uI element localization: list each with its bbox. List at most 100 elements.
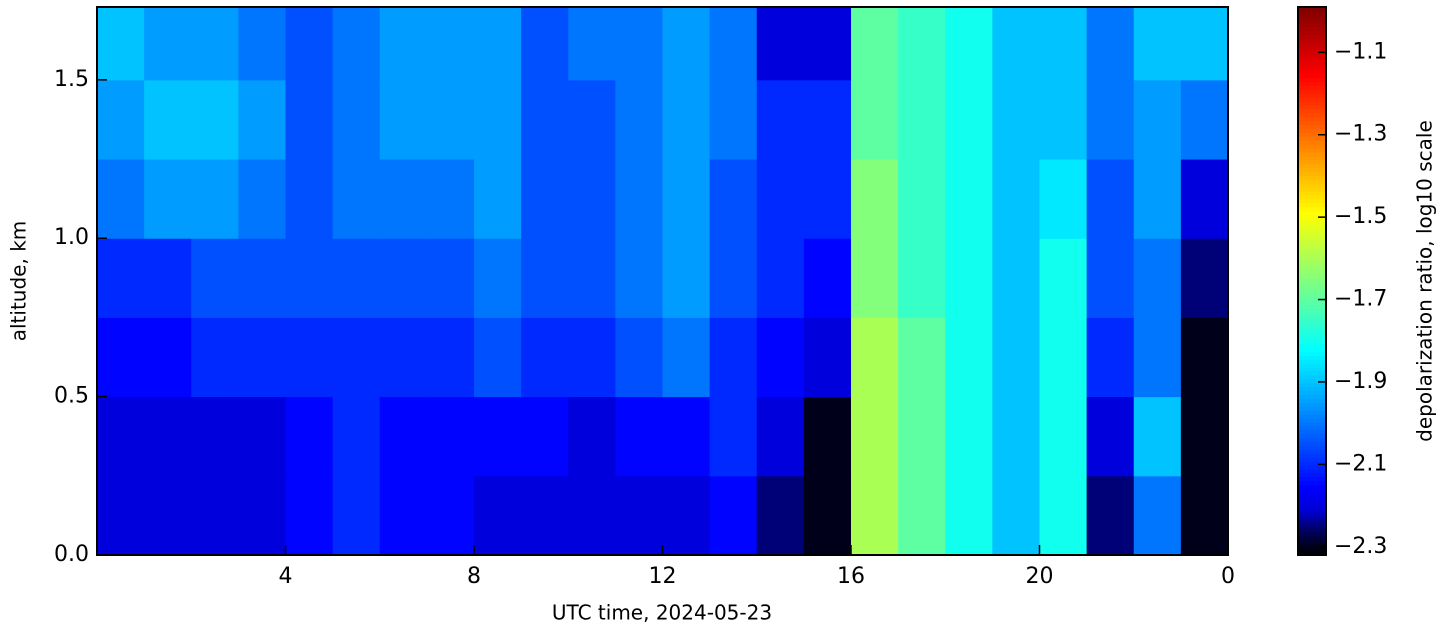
heatmap-cell	[1086, 7, 1135, 81]
heatmap-cell	[992, 7, 1040, 81]
colorbar-segment	[1298, 371, 1326, 376]
heatmap-cell	[945, 475, 993, 556]
colorbar-segment	[1298, 261, 1326, 266]
heatmap-cell	[851, 7, 899, 81]
heatmap-cell	[662, 7, 711, 81]
colorbar-segment	[1298, 339, 1326, 345]
heatmap-cell	[379, 238, 428, 318]
heatmap-cell	[945, 396, 993, 477]
colorbar-tick-label: −1.5	[1334, 204, 1387, 229]
heatmap-cell	[615, 317, 663, 398]
heatmap-cell	[191, 7, 239, 81]
colorbar-segment	[1298, 7, 1326, 12]
colorbar-segment	[1298, 167, 1326, 172]
colorbar-segment	[1298, 441, 1326, 446]
heatmap-cell	[1133, 475, 1182, 556]
colorbar-segment	[1298, 120, 1326, 126]
heatmap-cell	[945, 238, 993, 318]
colorbar-segment	[1298, 57, 1326, 63]
colorbar-segment	[1298, 504, 1326, 509]
heatmap-cell	[662, 475, 711, 556]
heatmap-cell	[709, 159, 758, 239]
heatmap-cell	[379, 159, 428, 239]
colorbar-segment	[1298, 335, 1326, 341]
heatmap-cell	[662, 238, 711, 318]
heatmap-cell	[568, 79, 616, 160]
heatmap-cell	[662, 396, 711, 477]
colorbar-segment	[1298, 300, 1326, 306]
colorbar-segment	[1298, 183, 1326, 188]
heatmap-cell	[898, 238, 946, 318]
colorbar-segment	[1298, 202, 1326, 208]
y-tick-label: 0.0	[54, 542, 89, 567]
heatmap-cell	[285, 396, 334, 477]
heatmap-cell	[568, 238, 616, 318]
x-tick-label: 8	[467, 564, 481, 589]
heatmap-cell	[851, 317, 899, 398]
colorbar-segment	[1298, 543, 1326, 548]
heatmap-cell	[521, 79, 569, 160]
heatmap-cell	[1039, 7, 1088, 81]
heatmap-cell	[1180, 396, 1229, 477]
colorbar-segment	[1298, 327, 1326, 333]
heatmap-cell	[521, 475, 569, 556]
colorbar-segment	[1298, 343, 1326, 349]
y-axis-label: altitude, km	[7, 221, 31, 342]
colorbar-segment	[1298, 281, 1326, 286]
colorbar-segment	[1298, 445, 1326, 450]
colorbar-segment	[1298, 132, 1326, 137]
colorbar-segment	[1298, 292, 1326, 298]
colorbar-segment	[1298, 277, 1326, 282]
colorbar-segment	[1298, 429, 1326, 435]
colorbar-segment	[1298, 457, 1326, 462]
colorbar-segment	[1298, 496, 1326, 501]
colorbar-segment	[1298, 398, 1326, 403]
heatmap-cell	[97, 475, 145, 556]
colorbar-frame	[1297, 6, 1327, 556]
heatmap-cell	[474, 238, 522, 318]
heatmap-cell	[756, 238, 805, 318]
colorbar-segment	[1298, 284, 1326, 290]
colorbar-segment	[1298, 351, 1326, 356]
heatmap-cell	[285, 79, 334, 160]
colorbar-segment	[1298, 464, 1326, 470]
colorbar-segment	[1298, 46, 1326, 51]
heatmap-cell	[898, 475, 946, 556]
heatmap-cell	[144, 79, 192, 160]
heatmap-cell	[615, 396, 663, 477]
heatmap-cell	[191, 159, 239, 239]
colorbar-segment	[1298, 320, 1326, 325]
heatmap-cell	[803, 79, 852, 160]
colorbar-segment	[1298, 234, 1326, 239]
colorbar-segment	[1298, 61, 1326, 67]
heatmap-cell	[332, 317, 381, 398]
colorbar-segment	[1298, 179, 1326, 184]
heatmap-cell	[285, 238, 334, 318]
heatmap-cell	[379, 7, 428, 81]
heatmap-cell	[238, 317, 286, 398]
colorbar-segment	[1298, 390, 1326, 396]
heatmap-cell	[426, 238, 475, 318]
colorbar-segment	[1298, 468, 1326, 474]
colorbar-segment	[1298, 511, 1326, 517]
colorbar-segment	[1298, 406, 1326, 411]
colorbar-segment	[1298, 304, 1326, 309]
colorbar-segment	[1298, 18, 1326, 24]
colorbar-tick-label: −1.9	[1334, 369, 1387, 394]
colorbar-segment	[1298, 245, 1326, 251]
colorbar-segment	[1298, 288, 1326, 294]
colorbar-segment	[1298, 523, 1326, 529]
heatmap-cell	[332, 475, 381, 556]
x-axis-label: UTC time, 2024-05-23	[552, 601, 772, 625]
heatmap-cell	[332, 79, 381, 160]
colorbar-segment	[1298, 539, 1326, 544]
x-tick-label: 12	[649, 564, 677, 589]
colorbar-segment	[1298, 382, 1326, 388]
colorbar-segment	[1298, 402, 1326, 407]
heatmap-cell	[144, 396, 192, 477]
colorbar-segment	[1298, 136, 1326, 141]
x-tick-label: 16	[837, 564, 865, 589]
heatmap-cell	[238, 396, 286, 477]
colorbar-segment	[1298, 527, 1326, 533]
colorbar-segment	[1298, 500, 1326, 505]
